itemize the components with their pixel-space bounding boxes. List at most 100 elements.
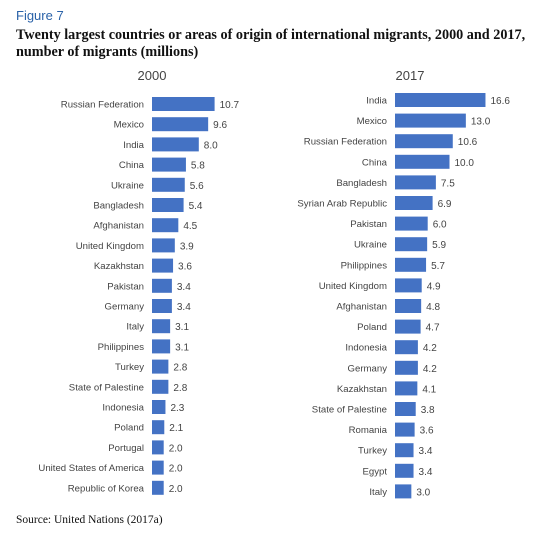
bar [395, 319, 421, 334]
category-label: Bangladesh [93, 201, 144, 212]
value-label: 3.9 [180, 241, 194, 252]
value-label: 10.0 [455, 158, 475, 169]
value-label: 5.6 [190, 181, 204, 192]
category-label: Philippines [341, 260, 388, 271]
value-label: 4.8 [426, 302, 440, 313]
value-label: 3.4 [177, 282, 191, 293]
bar [152, 238, 175, 253]
bar [152, 177, 185, 192]
category-label: Syrian Arab Republic [297, 199, 387, 210]
value-label: 3.4 [419, 446, 433, 457]
category-label: United Kingdom [319, 281, 387, 292]
value-label: 3.4 [419, 467, 433, 478]
value-label: 3.1 [175, 342, 189, 353]
value-label: 5.7 [431, 261, 445, 272]
category-label: Russian Federation [304, 137, 387, 148]
bar [152, 379, 169, 394]
category-label: Pakistan [107, 281, 144, 292]
value-label: 10.7 [220, 100, 240, 111]
value-label: 2.0 [169, 484, 183, 495]
bar [152, 157, 186, 172]
category-label: China [119, 160, 145, 171]
bar [395, 463, 414, 478]
chart-panel-2000: 2000 Russian Federation 10.7 Mexico 9.6 India… [38, 68, 239, 495]
chart-panel-2017: 2017 India 16.6 Mexico 13.0 Russian Federatio… [297, 68, 510, 499]
category-label: Germany [105, 302, 145, 313]
category-label: Turkey [358, 446, 387, 457]
bar [395, 299, 422, 313]
value-label: 4.7 [426, 323, 440, 334]
value-label: 2.8 [173, 363, 187, 374]
bar [152, 117, 209, 132]
bar [152, 278, 172, 293]
bar [152, 137, 199, 152]
value-label: 16.6 [490, 96, 510, 107]
category-label: Germany [348, 363, 388, 374]
bar [152, 339, 171, 354]
bar [395, 134, 453, 149]
bar [152, 218, 179, 233]
source-note: Source: United Nations (2017a) [16, 514, 163, 526]
value-label: 3.1 [175, 322, 189, 333]
category-label: United States of America [38, 463, 144, 474]
value-label: 13.0 [471, 117, 491, 128]
chart-title: Twenty largest countries or areas of ori… [16, 27, 526, 60]
value-label: 4.2 [423, 364, 437, 375]
bar [152, 97, 215, 111]
value-label: 2.0 [169, 464, 183, 475]
bar [395, 154, 450, 169]
bar [395, 257, 427, 272]
category-label: Afghanistan [336, 302, 387, 313]
bar [152, 480, 164, 495]
bar [395, 113, 466, 128]
category-label: State of Palestine [312, 405, 387, 416]
bar [152, 198, 184, 212]
value-label: 4.1 [422, 384, 436, 395]
category-label: Poland [114, 423, 144, 434]
panel-title: 2000 [138, 68, 167, 83]
value-label: 7.5 [441, 178, 455, 189]
category-label: Italy [126, 322, 144, 333]
value-label: 5.8 [191, 161, 205, 172]
bar [395, 216, 428, 231]
category-label: Russian Federation [61, 100, 144, 111]
category-label: Poland [357, 322, 387, 333]
bar [395, 196, 433, 210]
category-label: Ukraine [111, 180, 144, 191]
bar [152, 400, 166, 414]
value-label: 3.6 [420, 426, 434, 437]
bar [395, 340, 418, 355]
category-label: Italy [369, 487, 387, 498]
value-label: 2.3 [170, 403, 184, 414]
category-label: India [366, 96, 387, 107]
category-label: Indonesia [102, 403, 144, 414]
bar [395, 402, 416, 416]
value-label: 2.0 [169, 443, 183, 454]
value-label: 5.4 [189, 201, 203, 212]
bar [395, 93, 486, 107]
bar [152, 420, 165, 435]
category-label: China [362, 157, 388, 168]
value-label: 8.0 [204, 140, 218, 151]
category-label: Kazakhstan [337, 384, 387, 395]
category-label: Pakistan [350, 219, 387, 230]
value-label: 4.9 [427, 281, 441, 292]
bar [395, 175, 436, 190]
value-label: 4.2 [423, 343, 437, 354]
value-label: 6.0 [433, 220, 447, 231]
value-label: 5.9 [432, 240, 446, 251]
bar [152, 258, 174, 273]
value-label: 10.6 [458, 137, 478, 148]
category-label: Indonesia [345, 343, 387, 354]
bar [152, 460, 164, 475]
category-label: Bangladesh [336, 178, 387, 189]
bar [395, 443, 414, 458]
bar [152, 440, 164, 455]
bar [152, 319, 171, 334]
category-label: Egypt [362, 466, 387, 477]
value-label: 2.1 [169, 423, 183, 434]
category-label: Portugal [108, 443, 144, 454]
value-label: 3.6 [178, 262, 192, 273]
bar [152, 299, 172, 313]
